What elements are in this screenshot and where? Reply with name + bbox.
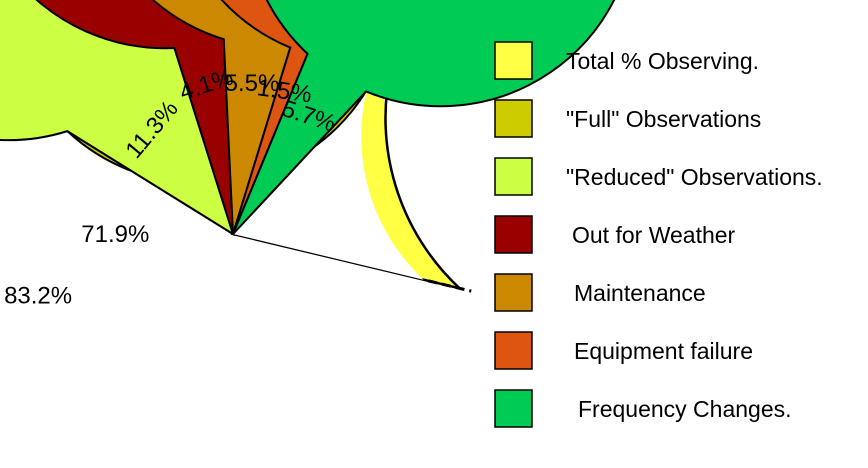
legend-swatch [494,331,533,370]
legend-swatch [494,389,533,428]
legend-label: Out for Weather [572,222,736,248]
legend-swatch [494,273,533,312]
outer-ring-inner-mask [233,90,424,280]
legend-swatch [494,215,533,254]
legend-label: Equipment failure [574,338,753,364]
legend-label: Maintenance [574,280,706,306]
legend-label: Total % Observing. [566,48,759,74]
slice-reduced-observations [0,0,235,237]
legend-swatch [494,99,533,138]
legend-label: "Reduced" Observations. [566,164,823,190]
legend-swatch [494,157,533,196]
legend-swatch [494,41,533,80]
slice-maintenance [151,0,411,235]
slice-label: 5.5% [225,70,280,97]
outer-ring-end-marker [428,279,472,293]
legend: Total % Observing. "Full" Observations "Re… [494,41,823,428]
outer-ring-label: 83.2% [4,283,72,310]
slice-label: 71.9% [81,221,149,248]
legend-label: "Full" Observations [566,106,761,132]
legend-label: Frequency Changes. [578,396,792,422]
